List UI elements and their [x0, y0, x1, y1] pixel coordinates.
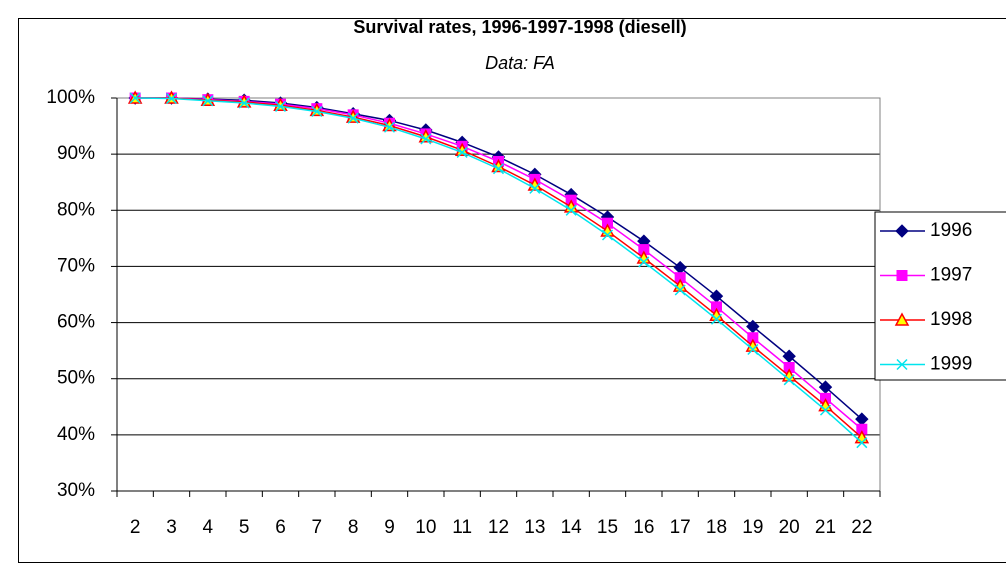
- y-tick-label: 100%: [46, 87, 95, 108]
- x-tick-label: 3: [166, 517, 177, 538]
- data-point: [420, 133, 432, 145]
- data-point: [456, 146, 468, 158]
- y-tick-label: 70%: [57, 255, 95, 276]
- data-point: [783, 374, 795, 386]
- x-tick-label: 12: [488, 517, 509, 538]
- x-tick-label: 20: [779, 517, 800, 538]
- x-tick-label: 8: [348, 517, 359, 538]
- chart-subtitle: Data: FA: [485, 53, 555, 73]
- x-tick-label: 17: [670, 517, 691, 538]
- x-tick-label: 2: [130, 517, 141, 538]
- x-tick-label: 18: [706, 517, 727, 538]
- legend-label: 1997: [930, 265, 972, 286]
- y-tick-label: 50%: [57, 368, 95, 389]
- data-point: [274, 100, 287, 112]
- data-point: [200, 92, 216, 106]
- data-point: [129, 92, 141, 104]
- legend-label: 1999: [930, 354, 972, 375]
- x-tick-label: 22: [851, 517, 872, 538]
- data-point: [565, 204, 577, 216]
- data-point: [674, 284, 686, 296]
- data-point: [747, 343, 759, 356]
- data-point: [164, 90, 179, 104]
- y-tick-label: 80%: [57, 199, 95, 220]
- data-point: [819, 404, 832, 416]
- x-tick-label: 19: [742, 517, 763, 538]
- x-tick-label: 6: [275, 517, 286, 538]
- data-point: [529, 182, 541, 194]
- legend-marker: [896, 358, 908, 371]
- x-tick-label: 15: [597, 517, 618, 538]
- data-point: [638, 256, 650, 268]
- y-tick-label: 40%: [57, 424, 95, 445]
- x-tick-label: 11: [452, 517, 472, 538]
- y-tick-label: 90%: [57, 143, 95, 164]
- data-point: [710, 313, 723, 325]
- x-tick-label: 14: [561, 517, 583, 538]
- data-point: [492, 163, 505, 175]
- data-point: [856, 437, 868, 449]
- legend-label: 1996: [930, 220, 972, 241]
- data-point: [202, 95, 214, 107]
- x-tick-label: 4: [203, 517, 214, 538]
- x-tick-label: 10: [415, 517, 436, 538]
- legend-box: [874, 211, 1006, 381]
- x-tick-label: 21: [815, 517, 836, 538]
- legend-label: 1998: [930, 309, 972, 330]
- data-point: [383, 121, 396, 133]
- x-tick-label: 5: [239, 517, 250, 538]
- x-tick-label: 7: [312, 517, 323, 538]
- chart-title: Survival rates, 1996-1997-1998 (diesell): [353, 17, 686, 37]
- data-point: [165, 93, 178, 105]
- legend-marker: [894, 312, 910, 326]
- legend-marker: [896, 270, 908, 281]
- y-tick-label: 60%: [57, 312, 95, 333]
- y-tick-label: 30%: [57, 480, 95, 501]
- x-tick-label: 13: [524, 517, 545, 538]
- x-tick-label: 9: [384, 517, 395, 538]
- legend-marker: [895, 224, 909, 238]
- data-point: [347, 112, 359, 124]
- data-point: [236, 94, 252, 108]
- x-tick-label: 16: [633, 517, 654, 538]
- data-point: [601, 229, 614, 241]
- data-point: [238, 97, 250, 109]
- data-point: [311, 105, 323, 118]
